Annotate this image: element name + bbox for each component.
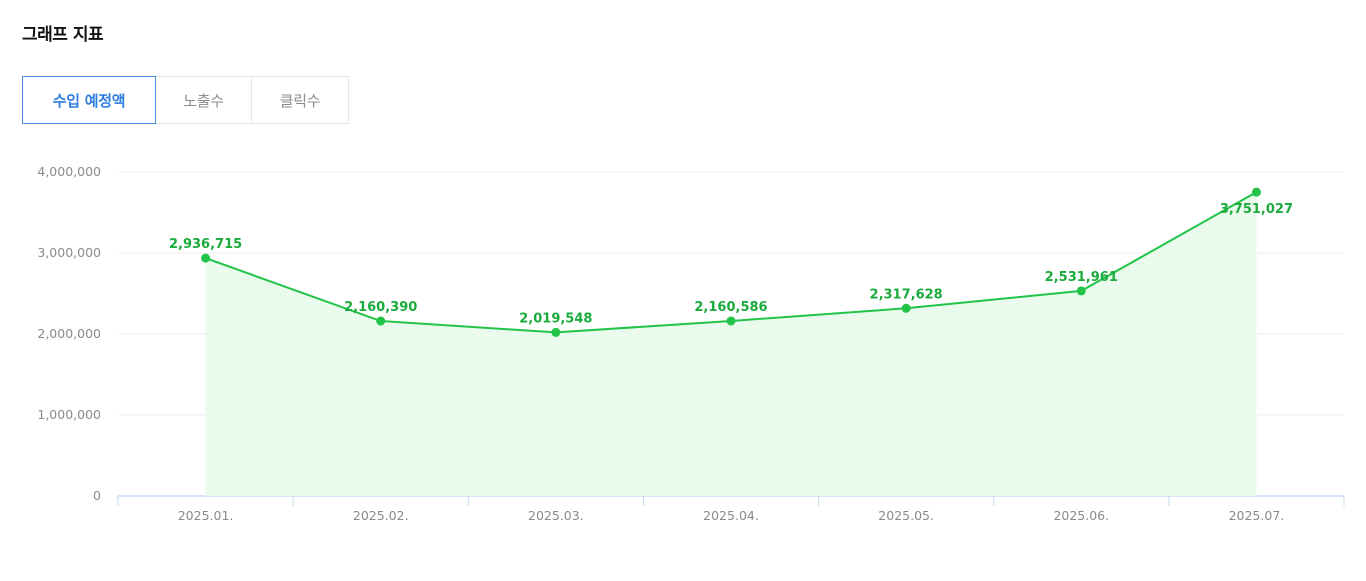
data-label: 2,531,961 (1045, 270, 1118, 285)
x-tick-label: 2025.04. (703, 508, 759, 523)
data-point[interactable] (201, 253, 211, 263)
data-label: 2,019,548 (519, 311, 592, 326)
revenue-line-chart: 0 1,000,000 2,000,000 3,000,000 4,000,000 202… (37, 164, 1345, 523)
tab-clicks[interactable]: 클릭수 (251, 76, 349, 124)
page-title: 그래프 지표 (22, 25, 104, 45)
metric-tabs: 수입 예정액 노출수 클릭수 (22, 76, 349, 124)
data-label: 2,317,628 (870, 287, 943, 302)
x-tick-label: 2025.06. (1053, 508, 1109, 523)
tab-revenue[interactable]: 수입 예정액 (22, 76, 156, 124)
y-tick-label: 1,000,000 (37, 407, 101, 422)
data-point[interactable] (1251, 187, 1261, 197)
chart-container: 0 1,000,000 2,000,000 3,000,000 4,000,000 202… (0, 150, 1366, 570)
tab-impressions[interactable]: 노출수 (155, 76, 252, 124)
data-point[interactable] (551, 327, 561, 337)
y-tick-label: 4,000,000 (37, 164, 101, 179)
data-point[interactable] (726, 316, 736, 326)
x-tick-label: 2025.07. (1229, 508, 1285, 523)
data-label: 2,160,586 (694, 300, 767, 315)
x-tick-label: 2025.05. (878, 508, 934, 523)
data-label: 2,936,715 (169, 237, 242, 252)
series-area (205, 192, 1257, 496)
x-tick-label: 2025.03. (528, 508, 584, 523)
y-tick-label: 0 (93, 488, 101, 503)
data-label: 2,160,390 (344, 300, 417, 315)
y-tick-label: 3,000,000 (37, 245, 101, 260)
data-point[interactable] (1076, 286, 1086, 296)
x-tick-label: 2025.02. (353, 508, 409, 523)
x-tick-label: 2025.01. (178, 508, 234, 523)
data-point[interactable] (901, 303, 911, 313)
data-point[interactable] (376, 316, 386, 326)
data-label: 3,751,027 (1220, 202, 1293, 217)
y-tick-label: 2,000,000 (37, 326, 101, 341)
